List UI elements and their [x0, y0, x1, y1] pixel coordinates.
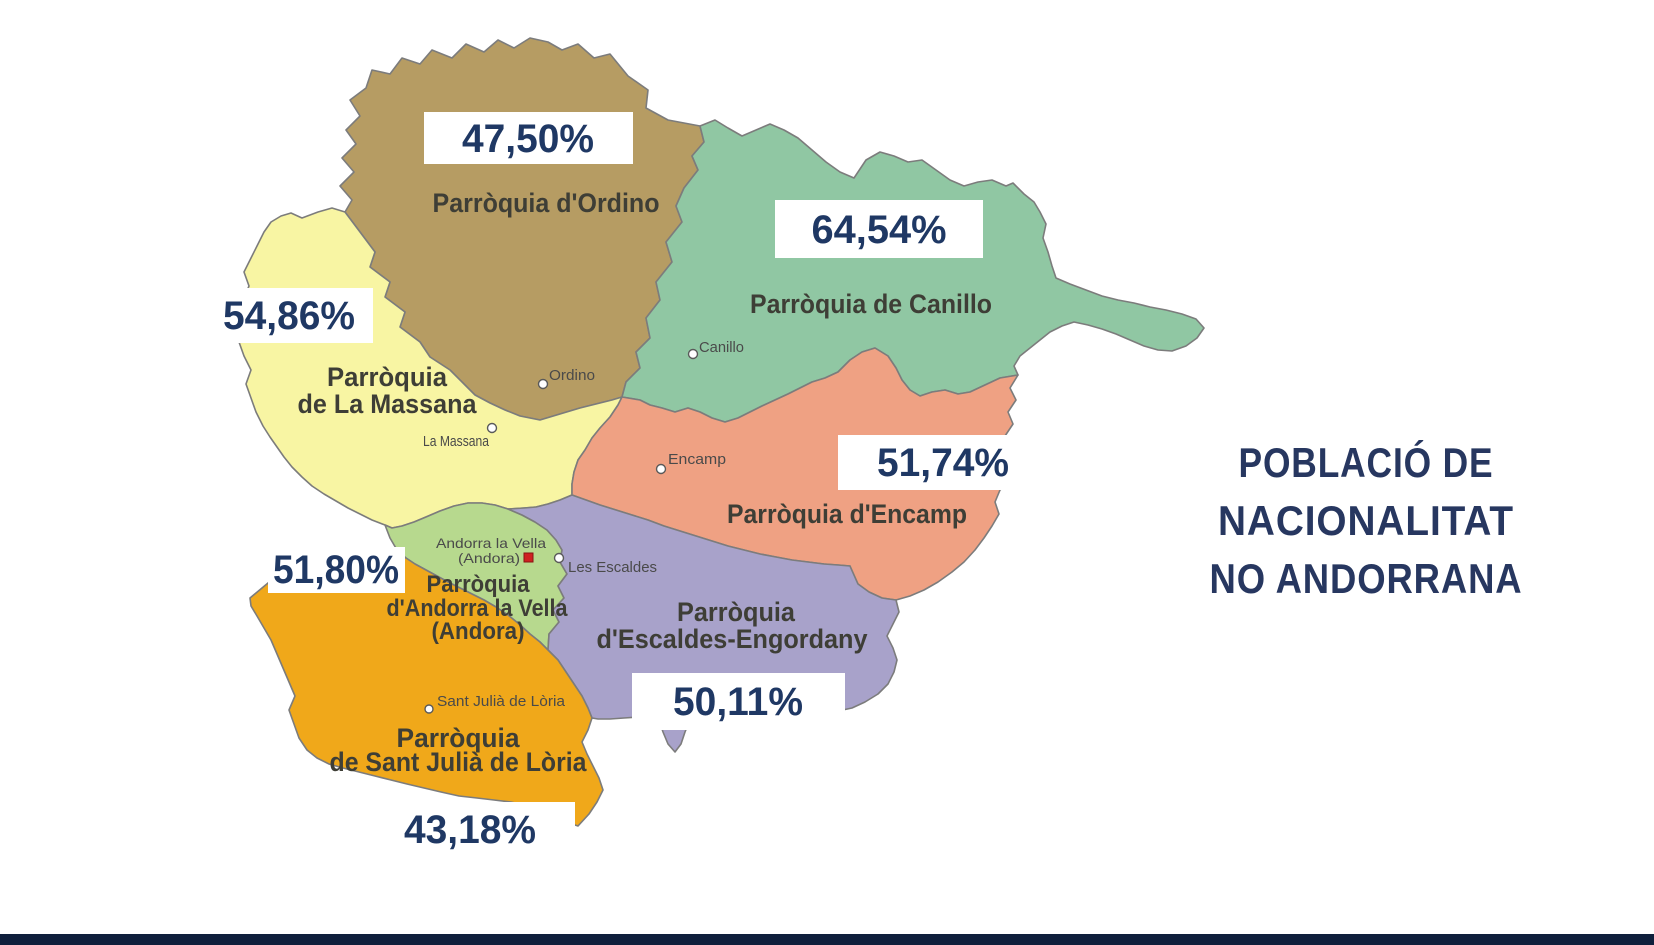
- title-line-1: POBLACIÓ DE: [1239, 438, 1494, 486]
- label-andorra-la-vella-3: (Andora): [432, 618, 525, 645]
- town-label-andorra-la-vella-2: (Andora): [458, 550, 520, 566]
- town-labels: Ordino La Massana Canillo Encamp Les Esc…: [423, 339, 744, 710]
- value-labels: 47,50% 64,54% 54,86% 51,74% 51,80% 50,11…: [223, 117, 1009, 852]
- town-markers: [424, 348, 699, 714]
- town-label-sant-julia: Sant Julià de Lòria: [437, 693, 566, 710]
- label-encamp: Parròquia d'Encamp: [727, 499, 967, 529]
- footer-bar: [0, 934, 1654, 945]
- label-escaldes-2: d'Escaldes-Engordany: [597, 624, 868, 654]
- label-escaldes-1: Parròquia: [677, 597, 796, 627]
- value-ordino: 47,50%: [462, 117, 594, 161]
- label-sant-julia-1: Parròquia: [397, 723, 521, 753]
- label-la-massana-1: Parròquia: [327, 362, 448, 392]
- capital-marker-andorra-la-vella: [523, 552, 534, 563]
- label-la-massana-2: de La Massana: [298, 389, 478, 419]
- town-marker-la-massana: [486, 422, 498, 434]
- value-boxes: [205, 112, 1048, 857]
- town-marker-sant-julia: [424, 704, 434, 714]
- value-encamp: 51,74%: [877, 441, 1009, 485]
- town-label-ordino: Ordino: [549, 367, 595, 384]
- value-andorra-la-vella: 51,80%: [273, 548, 399, 592]
- value-canillo: 64,54%: [812, 208, 947, 252]
- parish-labels: Parròquia d'Ordino Parròquia de Canillo …: [298, 188, 993, 777]
- region-canillo: [621, 119, 1205, 423]
- region-sant-julia-de-loria: [249, 553, 604, 827]
- town-label-les-escaldes: Les Escaldes: [568, 559, 657, 576]
- town-marker-les-escaldes: [553, 552, 565, 564]
- label-ordino: Parròquia d'Ordino: [433, 188, 660, 218]
- label-andorra-la-vella-2: d'Andorra la Vella: [387, 595, 569, 622]
- town-marker-encamp: [655, 463, 667, 475]
- label-sant-julia-2: de Sant Julià de Lòria: [330, 747, 588, 777]
- town-label-andorra-la-vella-1: Andorra la Vella: [436, 535, 546, 551]
- town-label-canillo: Canillo: [699, 339, 744, 356]
- title-line-2: NACIONALITAT: [1218, 497, 1514, 544]
- town-label-la-massana: La Massana: [423, 433, 490, 450]
- title-line-3: NO ANDORRANA: [1210, 555, 1523, 602]
- value-box-ordino: [424, 112, 633, 164]
- label-andorra-la-vella-1: Parròquia: [427, 571, 531, 598]
- value-escaldes: 50,11%: [673, 680, 803, 724]
- value-box-encamp: [838, 435, 1048, 490]
- town-label-encamp: Encamp: [668, 451, 726, 468]
- page-title: POBLACIÓ DE NACIONALITAT NO ANDORRANA: [1210, 438, 1523, 602]
- value-la-massana: 54,86%: [223, 294, 355, 338]
- value-box-andorra-la-vella: [268, 547, 405, 593]
- value-box-escaldes: [632, 673, 845, 730]
- town-marker-canillo: [687, 348, 699, 360]
- value-sant-julia: 43,18%: [404, 808, 536, 852]
- value-box-sant-julia: [365, 802, 575, 857]
- value-box-canillo: [775, 200, 983, 258]
- value-box-la-massana: [205, 288, 373, 343]
- label-canillo: Parròquia de Canillo: [750, 289, 992, 319]
- town-marker-ordino: [537, 378, 549, 390]
